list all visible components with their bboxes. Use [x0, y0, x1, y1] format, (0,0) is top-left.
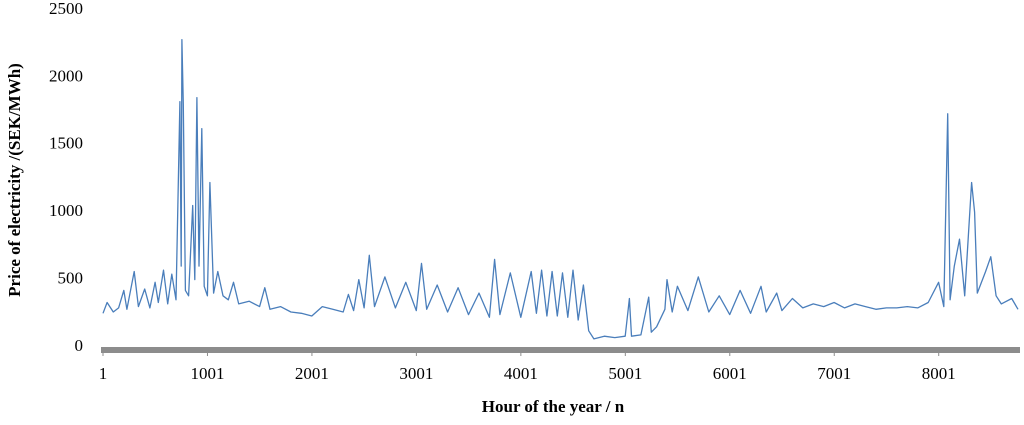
x-tick-label: 8001: [922, 364, 956, 383]
y-tick-label: 2000: [49, 66, 83, 85]
x-tick-label: 4001: [504, 364, 538, 383]
y-tick-label: 0: [75, 336, 84, 355]
x-tick-label: 3001: [399, 364, 433, 383]
y-tick-label: 1000: [49, 201, 83, 220]
x-tick-label: 5001: [608, 364, 642, 383]
x-axis: [101, 347, 1020, 353]
x-tick-label: 1001: [190, 364, 224, 383]
x-tick-label: 1: [99, 364, 108, 383]
x-tick-label: 2001: [295, 364, 329, 383]
y-tick-label: 500: [58, 269, 84, 288]
y-tick-label: 2500: [49, 0, 83, 18]
price-line: [102, 39, 1019, 340]
x-axis-title: Hour of the year / n: [482, 397, 625, 416]
x-tick-label: 7001: [817, 364, 851, 383]
x-tick-label: 6001: [713, 364, 747, 383]
y-tick-label: 1500: [49, 134, 83, 153]
y-axis-title: Price of electricity /(SEK/MWh): [5, 63, 24, 297]
